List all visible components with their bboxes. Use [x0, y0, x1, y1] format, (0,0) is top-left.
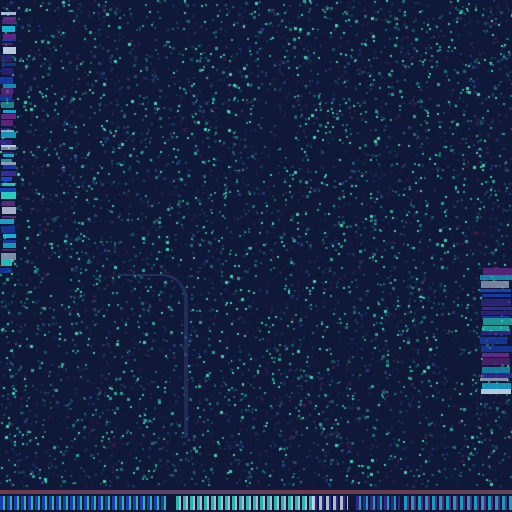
glitch-band	[0, 128, 11, 130]
glitch-band	[482, 373, 512, 378]
bottom-bar-cell	[176, 496, 316, 510]
glitch-band	[1, 132, 16, 138]
glitch-band	[480, 289, 511, 292]
bottom-bar-cell	[0, 496, 168, 510]
glitch-band	[1, 171, 16, 176]
glitch-band	[3, 165, 16, 169]
glitch-band	[3, 154, 14, 157]
glitch-band	[0, 77, 13, 84]
glitch-band	[481, 311, 512, 315]
glitch-band	[481, 331, 511, 335]
glitch-band	[1, 88, 13, 95]
glitch-band	[1, 253, 16, 260]
glitch-band	[480, 275, 512, 280]
glitch-band	[0, 219, 14, 224]
glitch-band	[482, 316, 510, 318]
glitch-band	[482, 367, 510, 373]
left-edge-glitch-strip	[0, 12, 16, 274]
glitch-band	[2, 249, 16, 251]
glitch-band	[2, 201, 15, 206]
glitch-band	[2, 216, 16, 218]
glitch-band	[3, 84, 16, 88]
bottom-bar-cell	[356, 496, 400, 510]
glitch-band	[2, 26, 15, 32]
glitch-band	[3, 234, 16, 238]
glitch-band	[482, 383, 511, 389]
glitch-band	[480, 378, 508, 381]
glitch-band	[2, 152, 14, 154]
glitch-band	[481, 281, 509, 288]
glitch-band	[1, 192, 16, 199]
glitch-band	[0, 188, 16, 192]
glitch-band	[481, 299, 511, 306]
glitch-band	[481, 346, 512, 352]
glitch-band	[2, 39, 16, 41]
glitch-band	[2, 207, 16, 214]
glitch-band	[481, 389, 511, 394]
glitch-band	[0, 268, 12, 273]
glitch-band	[482, 353, 509, 357]
bottom-bar-cell	[312, 496, 348, 510]
glitch-band	[1, 130, 14, 132]
glitch-band	[1, 162, 16, 165]
glitch-band	[1, 147, 16, 150]
glitch-band	[1, 159, 12, 162]
glitch-band	[482, 326, 509, 331]
glitch-band	[1, 120, 13, 126]
glitch-band	[2, 43, 13, 45]
glitch-band	[1, 102, 14, 108]
glitch-band	[1, 114, 16, 119]
glitch-band	[2, 68, 13, 75]
glitch-band	[1, 145, 16, 147]
bottom-glitch-bar	[0, 486, 512, 512]
glitch-band	[3, 110, 16, 113]
glitch-band	[2, 183, 15, 186]
glitch-band	[1, 55, 12, 62]
glitch-band	[1, 177, 12, 181]
glitch-band	[1, 12, 16, 15]
glitch-band	[482, 307, 512, 310]
glitch-band	[3, 240, 16, 243]
glitch-band	[482, 294, 511, 297]
glitch-band	[3, 17, 16, 20]
glitch-band	[482, 358, 510, 365]
glitch-band	[1, 226, 15, 233]
glitch-band	[480, 337, 507, 344]
glitch-band	[1, 260, 12, 266]
glitch-band	[0, 95, 12, 101]
bottom-bar-cell	[404, 496, 512, 510]
right-edge-glitch-strip	[480, 268, 512, 394]
glitch-band	[483, 318, 512, 325]
bottom-bar-line	[0, 490, 512, 494]
glitch-band	[2, 20, 15, 24]
glitch-band	[483, 268, 512, 275]
glitch-band	[3, 47, 16, 54]
glitch-band	[0, 140, 12, 145]
glitch-band	[3, 34, 16, 39]
glitch-band	[2, 63, 16, 66]
glitch-band	[3, 243, 16, 248]
